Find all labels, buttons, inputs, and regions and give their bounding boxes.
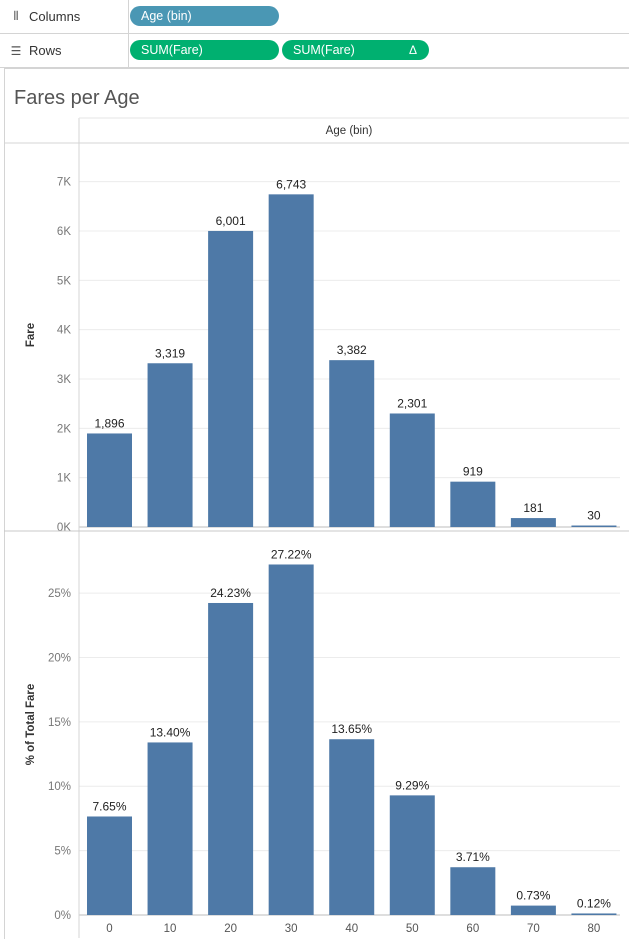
table-calc-delta-icon: Δ: [408, 43, 417, 57]
sheet-title: Fares per Age: [14, 87, 140, 109]
columns-shelf-label: ⫴ Columns: [0, 0, 129, 33]
fare-ytick-label: 2K: [57, 423, 71, 435]
pct-bar-60[interactable]: [450, 867, 496, 915]
fare-ytick-label: 1K: [57, 473, 71, 485]
fare-bar-40[interactable]: [329, 360, 375, 527]
fare-ytick-label: 6K: [57, 226, 71, 238]
pct-data-label-10: 13.40%: [150, 725, 191, 739]
pct-data-label-70: 0.73%: [516, 889, 550, 903]
fare-data-label-0: 1,896: [94, 416, 124, 430]
x-tick-label-0: 0: [106, 923, 112, 935]
worksheet-view: [4, 68, 629, 939]
fare-data-label-70: 181: [523, 501, 543, 515]
rows-label: Rows: [29, 43, 62, 58]
pct-ytick-label: 20%: [48, 652, 71, 664]
age-bin-pill-text: Age (bin): [141, 9, 192, 23]
fare-bar-30[interactable]: [268, 194, 314, 527]
columns-icon: ⫴: [13, 9, 19, 23]
column-header-age-bin: Age (bin): [326, 125, 373, 137]
pct-y-axis-title: % of Total Fare: [25, 684, 37, 766]
fare-ytick-label: 5K: [57, 275, 71, 287]
pct-ytick-label: 0%: [54, 910, 71, 922]
pct-data-label-40: 13.65%: [331, 722, 372, 736]
pct-data-label-80: 0.12%: [577, 896, 611, 910]
fare-bar-50[interactable]: [389, 413, 435, 527]
x-tick-label-70: 70: [527, 923, 540, 935]
pct-bar-80[interactable]: [571, 913, 617, 915]
fare-bar-0[interactable]: [87, 433, 132, 527]
x-tick-label-80: 80: [588, 923, 601, 935]
fare-data-label-80: 30: [587, 509, 601, 523]
fare-data-label-60: 919: [463, 465, 483, 479]
sum-fare-pct-pill[interactable]: SUM(Fare) Δ: [282, 40, 429, 60]
x-tick-label-50: 50: [406, 923, 419, 935]
pct-bar-10[interactable]: [147, 742, 193, 915]
fare-data-label-50: 2,301: [397, 396, 427, 410]
pct-bar-50[interactable]: [389, 795, 435, 915]
fare-data-label-30: 6,743: [276, 177, 306, 191]
fare-ytick-label: 4K: [57, 325, 71, 337]
fare-bar-70[interactable]: [510, 518, 556, 527]
fare-y-axis-title: Fare: [25, 323, 37, 347]
fare-bar-80[interactable]: [571, 525, 617, 527]
fare-data-label-20: 6,001: [216, 214, 246, 228]
x-tick-label-60: 60: [466, 923, 479, 935]
fare-ytick-label: 3K: [57, 374, 71, 386]
fare-bar-20[interactable]: [208, 230, 254, 527]
sum-fare-pill-text: SUM(Fare): [141, 43, 203, 57]
pct-data-label-60: 3.71%: [456, 850, 490, 864]
x-tick-label-40: 40: [345, 923, 358, 935]
rows-shelf-label: ☰ Rows: [0, 34, 129, 67]
rows-icon: ☰: [10, 43, 22, 58]
columns-label: Columns: [29, 9, 81, 24]
fare-data-label-10: 3,319: [155, 346, 185, 360]
fare-data-label-40: 3,382: [337, 343, 367, 357]
pct-data-label-50: 9.29%: [395, 778, 429, 792]
pct-ytick-label: 25%: [48, 588, 71, 600]
fare-bar-10[interactable]: [147, 363, 193, 527]
sum-fare-pill[interactable]: SUM(Fare): [130, 40, 279, 60]
x-tick-label-20: 20: [224, 923, 237, 935]
pct-ytick-label: 15%: [48, 717, 71, 729]
pct-bar-40[interactable]: [329, 739, 375, 915]
rows-shelf: ☰ Rows SUM(Fare) SUM(Fare) Δ: [0, 34, 629, 68]
pct-ytick-label: 10%: [48, 781, 71, 793]
age-bin-pill[interactable]: Age (bin): [130, 6, 279, 26]
pct-data-label-30: 27.22%: [271, 547, 312, 561]
pct-bar-30[interactable]: [268, 564, 314, 915]
fare-ytick-label: 0K: [57, 522, 71, 534]
fare-bar-60[interactable]: [450, 481, 496, 527]
sum-fare-pct-pill-text: SUM(Fare): [293, 43, 355, 57]
fare-ytick-label: 7K: [57, 177, 71, 189]
x-tick-label-30: 30: [285, 923, 298, 935]
pct-bar-70[interactable]: [510, 905, 556, 915]
pct-ytick-label: 5%: [54, 846, 71, 858]
x-tick-label-10: 10: [164, 923, 177, 935]
pct-bar-20[interactable]: [208, 602, 254, 915]
pct-bar-0[interactable]: [87, 816, 132, 915]
pct-data-label-20: 24.23%: [210, 586, 251, 600]
columns-shelf: ⫴ Columns Age (bin): [0, 0, 629, 34]
pct-data-label-0: 7.65%: [92, 799, 126, 813]
